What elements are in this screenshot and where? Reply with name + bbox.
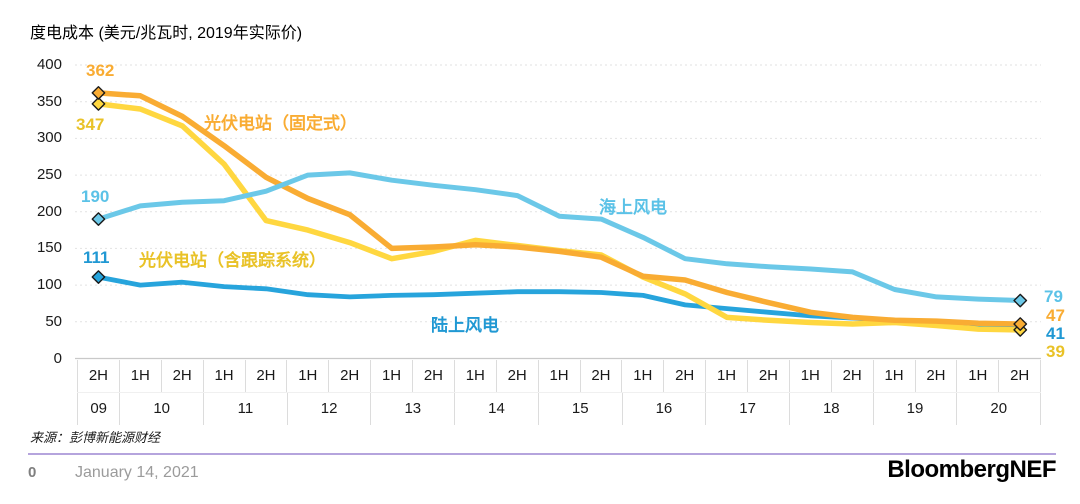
y-tick-label: 300 — [36, 129, 62, 147]
x-year-label: 13 — [371, 392, 456, 425]
start-value-label-tracking-pv: 347 — [76, 115, 105, 134]
y-tick-label: 0 — [53, 349, 62, 367]
x-half-year-label: 1H — [874, 359, 916, 392]
start-value-label-fixed-pv: 362 — [86, 61, 115, 80]
y-tick-label: 400 — [36, 56, 62, 73]
x-half-year-label: 2H — [832, 359, 874, 392]
x-half-year-label: 2H — [581, 359, 623, 392]
series-line-fixed-pv — [95, 90, 1024, 327]
end-value-label-tracking-pv: 39 — [1046, 342, 1065, 361]
x-half-year-label: 2H — [664, 359, 707, 392]
footer-date: January 14, 2021 — [75, 464, 199, 481]
series-label-onshore-wind: 陆上风电 — [431, 316, 499, 335]
x-half-year-label: 1H — [539, 359, 581, 392]
source-note: 来源：彭博新能源财经 — [30, 430, 161, 445]
y-tick-label: 50 — [45, 312, 62, 330]
y-tick-label: 350 — [36, 92, 62, 110]
x-half-year-label: 2H — [77, 359, 120, 392]
x-half-year-label: 1H — [455, 359, 497, 392]
x-half-year-label: 2H — [497, 359, 539, 392]
x-half-year-label: 2H — [329, 359, 372, 392]
x-year-label: 18 — [790, 392, 874, 425]
series-line-offshore-wind — [96, 170, 1023, 303]
x-year-label: 15 — [539, 392, 623, 425]
series-label-tracking-pv: 光伏电站（含跟踪系统） — [139, 251, 326, 270]
end-value-label-fixed-pv: 47 — [1046, 306, 1065, 325]
x-axis: 2H 1H 2H 1H 2H 1H 2H 1H 2H 1H 2H 1H 2H 1H 2H 1H 2H 1H 2H 1H… — [77, 359, 1042, 425]
chart-title: 度电成本 (美元/兆瓦时, 2019年实际价) — [30, 25, 303, 42]
start-marker-onshore-wind — [91, 270, 106, 284]
end-value-label-offshore-wind: 79 — [1044, 287, 1063, 306]
x-year-label: 10 — [120, 392, 205, 425]
x-half-year-label: 2H — [748, 359, 790, 392]
start-value-label-onshore-wind: 111 — [83, 248, 110, 267]
series-label-offshore-wind: 海上风电 — [599, 198, 667, 217]
x-half-year-label: 1H — [622, 359, 665, 392]
end-marker-fixed-pv — [1013, 317, 1028, 331]
x-half-year-label: 1H — [371, 359, 413, 392]
x-half-year-label: 1H — [957, 359, 1000, 392]
x-axis-half-year-row: 2H 1H 2H 1H 2H 1H 2H 1H 2H 1H 2H 1H 2H 1H 2H 1H 2H 1H 2H 1H… — [77, 359, 1042, 392]
x-year-label: 16 — [623, 392, 707, 425]
y-tick-label: 200 — [36, 202, 62, 220]
x-axis-year-row: 09 10 11 12 13 14 15 16 17 18 19 20 — [77, 391, 1042, 425]
x-half-year-label: 1H — [120, 359, 162, 392]
x-year-label: 12 — [288, 392, 372, 425]
x-half-year-label: 1H — [706, 359, 748, 392]
end-value-label-onshore-wind: 41 — [1046, 324, 1065, 343]
start-marker-offshore-wind — [91, 212, 106, 226]
x-year-label: 17 — [706, 392, 790, 425]
x-half-year-label: 2H — [999, 359, 1042, 392]
y-tick-label: 250 — [36, 166, 62, 184]
page-number: 0 — [28, 464, 37, 481]
bloombergnef-logo: BloombergNEF — [887, 456, 1056, 483]
start-marker-tracking-pv — [91, 96, 106, 111]
x-year-label: 14 — [455, 392, 539, 425]
x-half-year-label: 2H — [916, 359, 958, 392]
x-year-label: 19 — [874, 392, 958, 425]
chart-plot — [75, 64, 1041, 360]
x-year-label: 09 — [77, 392, 121, 425]
x-year-label: 11 — [204, 392, 288, 425]
y-tick-label: 150 — [36, 239, 62, 257]
x-half-year-label: 2H — [246, 359, 288, 392]
x-half-year-label: 2H — [162, 359, 204, 392]
x-half-year-label: 1H — [790, 359, 832, 392]
x-half-year-label: 1H — [204, 359, 246, 392]
start-value-label-offshore-wind: 190 — [81, 187, 110, 206]
x-half-year-label: 2H — [413, 359, 455, 392]
x-year-label: 20 — [957, 392, 1042, 425]
y-tick-label: 100 — [36, 276, 62, 294]
start-marker-fixed-pv — [91, 85, 106, 100]
series-label-fixed-pv: 光伏电站（固定式） — [204, 114, 357, 133]
x-half-year-label: 1H — [287, 359, 330, 392]
footer-divider — [28, 453, 1056, 455]
chart-label-layer: 陆上风电 111 41 光伏电站（含跟踪系统） 347 39 光伏电站（固定式） 362 47 海… — [36, 56, 1065, 367]
end-marker-offshore-wind — [1013, 293, 1028, 308]
